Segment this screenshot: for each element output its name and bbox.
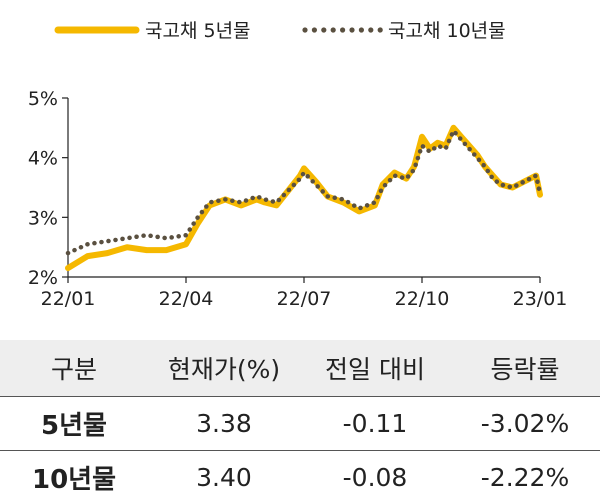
legend-label-10y: 국고채 10년물 <box>388 20 506 42</box>
header-rate: 등락률 <box>450 340 600 397</box>
y-tick-label: 2% <box>28 267 58 289</box>
legend-dot <box>349 27 355 33</box>
row-name: 5년물 <box>0 396 148 451</box>
legend-dot <box>368 27 374 33</box>
legend-dot <box>330 27 336 33</box>
header-current: 현재가(%) <box>148 340 300 397</box>
legend-label-5y: 국고채 5년물 <box>145 20 251 42</box>
x-tick-label: 22/01 <box>41 288 96 310</box>
x-tick-label: 22/10 <box>395 288 450 310</box>
row-change: -0.11 <box>300 396 450 451</box>
legend-dot <box>321 27 327 33</box>
row-change: -0.08 <box>342 462 408 492</box>
table-header-row: 구분 현재가(%) 전일 대비 등락률 <box>0 340 600 397</box>
table-row: 5년물 3.38 -0.11 -3.02% <box>0 396 600 451</box>
y-tick-label: 3% <box>28 207 58 229</box>
legend-dot <box>302 27 308 33</box>
row-current: 3.40 <box>196 462 252 492</box>
row-current: 3.38 <box>148 396 300 451</box>
yield-summary-table: 구분 현재가(%) 전일 대비 등락률 5년물 3.38 -0.11 -3.02… <box>0 340 600 504</box>
x-ticks: 22/01 22/04 22/07 22/10 23/01 <box>41 277 568 310</box>
legend-dot <box>377 27 383 33</box>
y-ticks: 2% 3% 4% 5% <box>28 88 68 289</box>
y-tick-label: 4% <box>28 148 58 170</box>
row-name: 10년물 <box>31 464 117 495</box>
chart-series <box>65 124 543 272</box>
legend-dot <box>311 27 317 33</box>
header-category: 구분 <box>0 340 148 397</box>
legend-dot <box>358 27 364 33</box>
y-tick-label: 5% <box>28 88 58 110</box>
chart-legend: 국고채 5년물 국고채 10년물 <box>54 20 506 42</box>
yield-line-chart: 국고채 5년물 국고채 10년물 2%3%4%5% 22/01 22/04 22/0… <box>28 20 568 310</box>
series-line-10y <box>65 128 543 256</box>
legend-swatch-10y <box>302 27 383 33</box>
x-tick-label: 22/07 <box>277 288 332 310</box>
row-rate: -3.02% <box>450 396 600 451</box>
header-change: 전일 대비 <box>300 340 450 397</box>
row-rate: -2.22% <box>480 462 570 492</box>
x-tick-label: 22/04 <box>159 288 214 310</box>
legend-dot <box>340 27 346 33</box>
x-tick-label: 23/01 <box>513 288 568 310</box>
table-row: 10년물 3.40 -0.08 -2.22% <box>0 450 600 504</box>
